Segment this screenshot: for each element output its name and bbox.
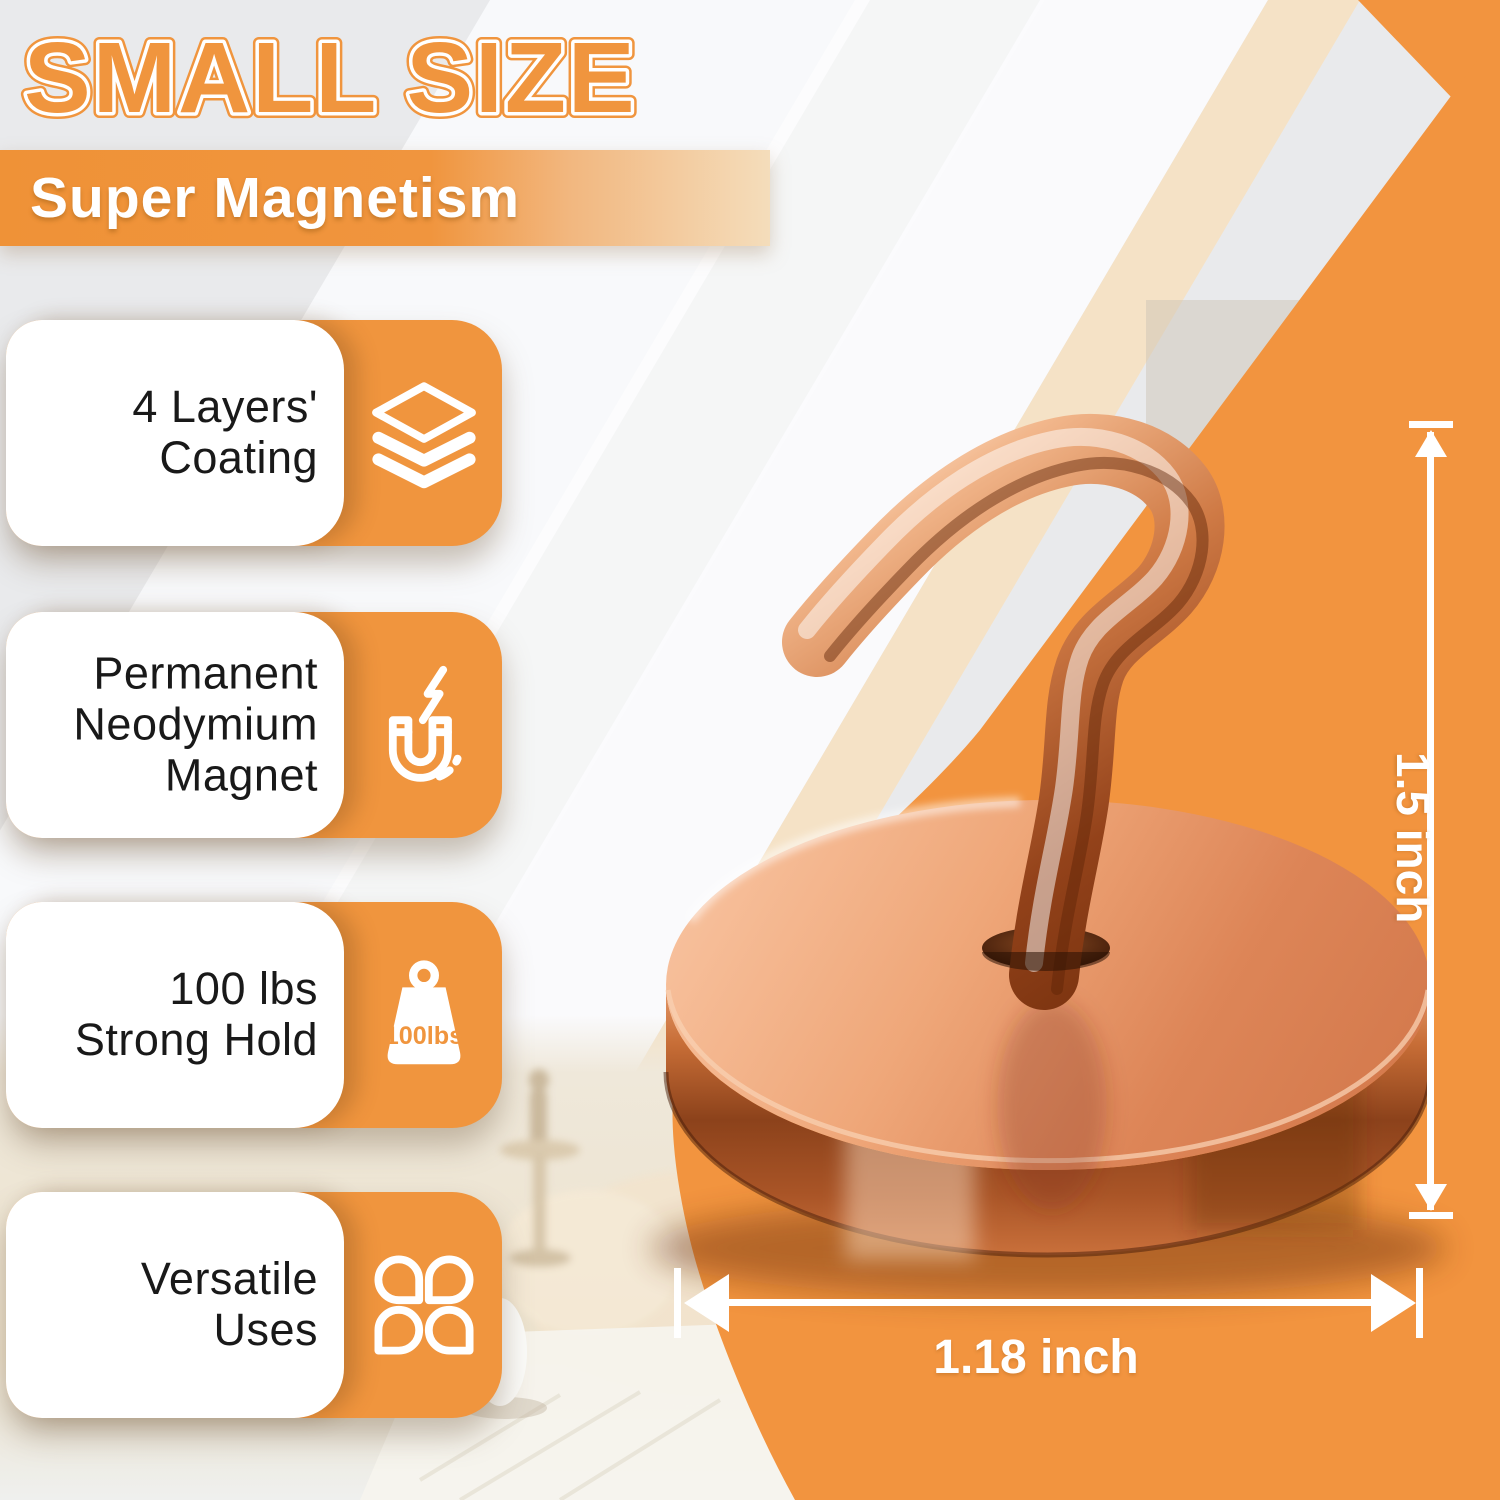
dimension-line-vertical [1427,432,1434,1210]
arrow-right-icon [1371,1274,1416,1332]
subtitle-text: Super Magnetism [30,166,521,230]
arrow-down-icon [1415,1184,1447,1211]
hole-front-lip [982,952,1110,971]
dimension-cap-right [1416,1268,1423,1338]
feature-label: 4 Layers' Coating [132,381,318,483]
feature-card-text-panel: Permanent Neodymium Magnet [6,612,344,838]
feature-card-versatile: Versatile Uses [6,1192,502,1418]
dimension-line-horizontal [700,1299,1392,1306]
dimension-cap-bottom [1409,1212,1453,1219]
dimension-cap-left [674,1268,681,1338]
dimension-cap-top [1409,421,1453,428]
feature-label: 100 lbs Strong Hold [74,963,318,1065]
feature-card-text-panel: Versatile Uses [6,1192,344,1418]
page-title-text: SMALL SIZE [24,22,637,134]
hook [782,414,1225,1010]
feature-label: Versatile Uses [140,1253,318,1355]
layers-icon [364,373,484,493]
subtitle-banner: Super Magnetism [0,150,770,246]
page-title-stroke: SMALL SIZE [24,22,637,134]
feature-card-coating: 4 Layers' Coating [6,320,502,546]
feature-card-text-panel: 4 Layers' Coating [6,320,344,546]
weight-icon: 100lbs [364,955,484,1075]
width-dimension-label: 1.18 inch [933,1331,1139,1384]
feature-card-magnet: Permanent Neodymium Magnet [6,612,502,838]
weight-icon-label: 100lbs [385,1022,463,1050]
page-title-outline: SMALL SIZE [24,22,637,134]
feature-card-strength: 100 lbs Strong Hold 100lbs [6,902,502,1128]
feature-label: Permanent Neodymium Magnet [73,647,318,801]
clover-icon [364,1245,484,1365]
magnet-icon [364,665,484,785]
feature-card-text-panel: 100 lbs Strong Hold [6,902,344,1128]
page-title: SMALL SIZE SMALL SIZE SMALL SIZE [18,16,641,140]
height-dimension-label: 1.5 inch [1387,752,1439,924]
